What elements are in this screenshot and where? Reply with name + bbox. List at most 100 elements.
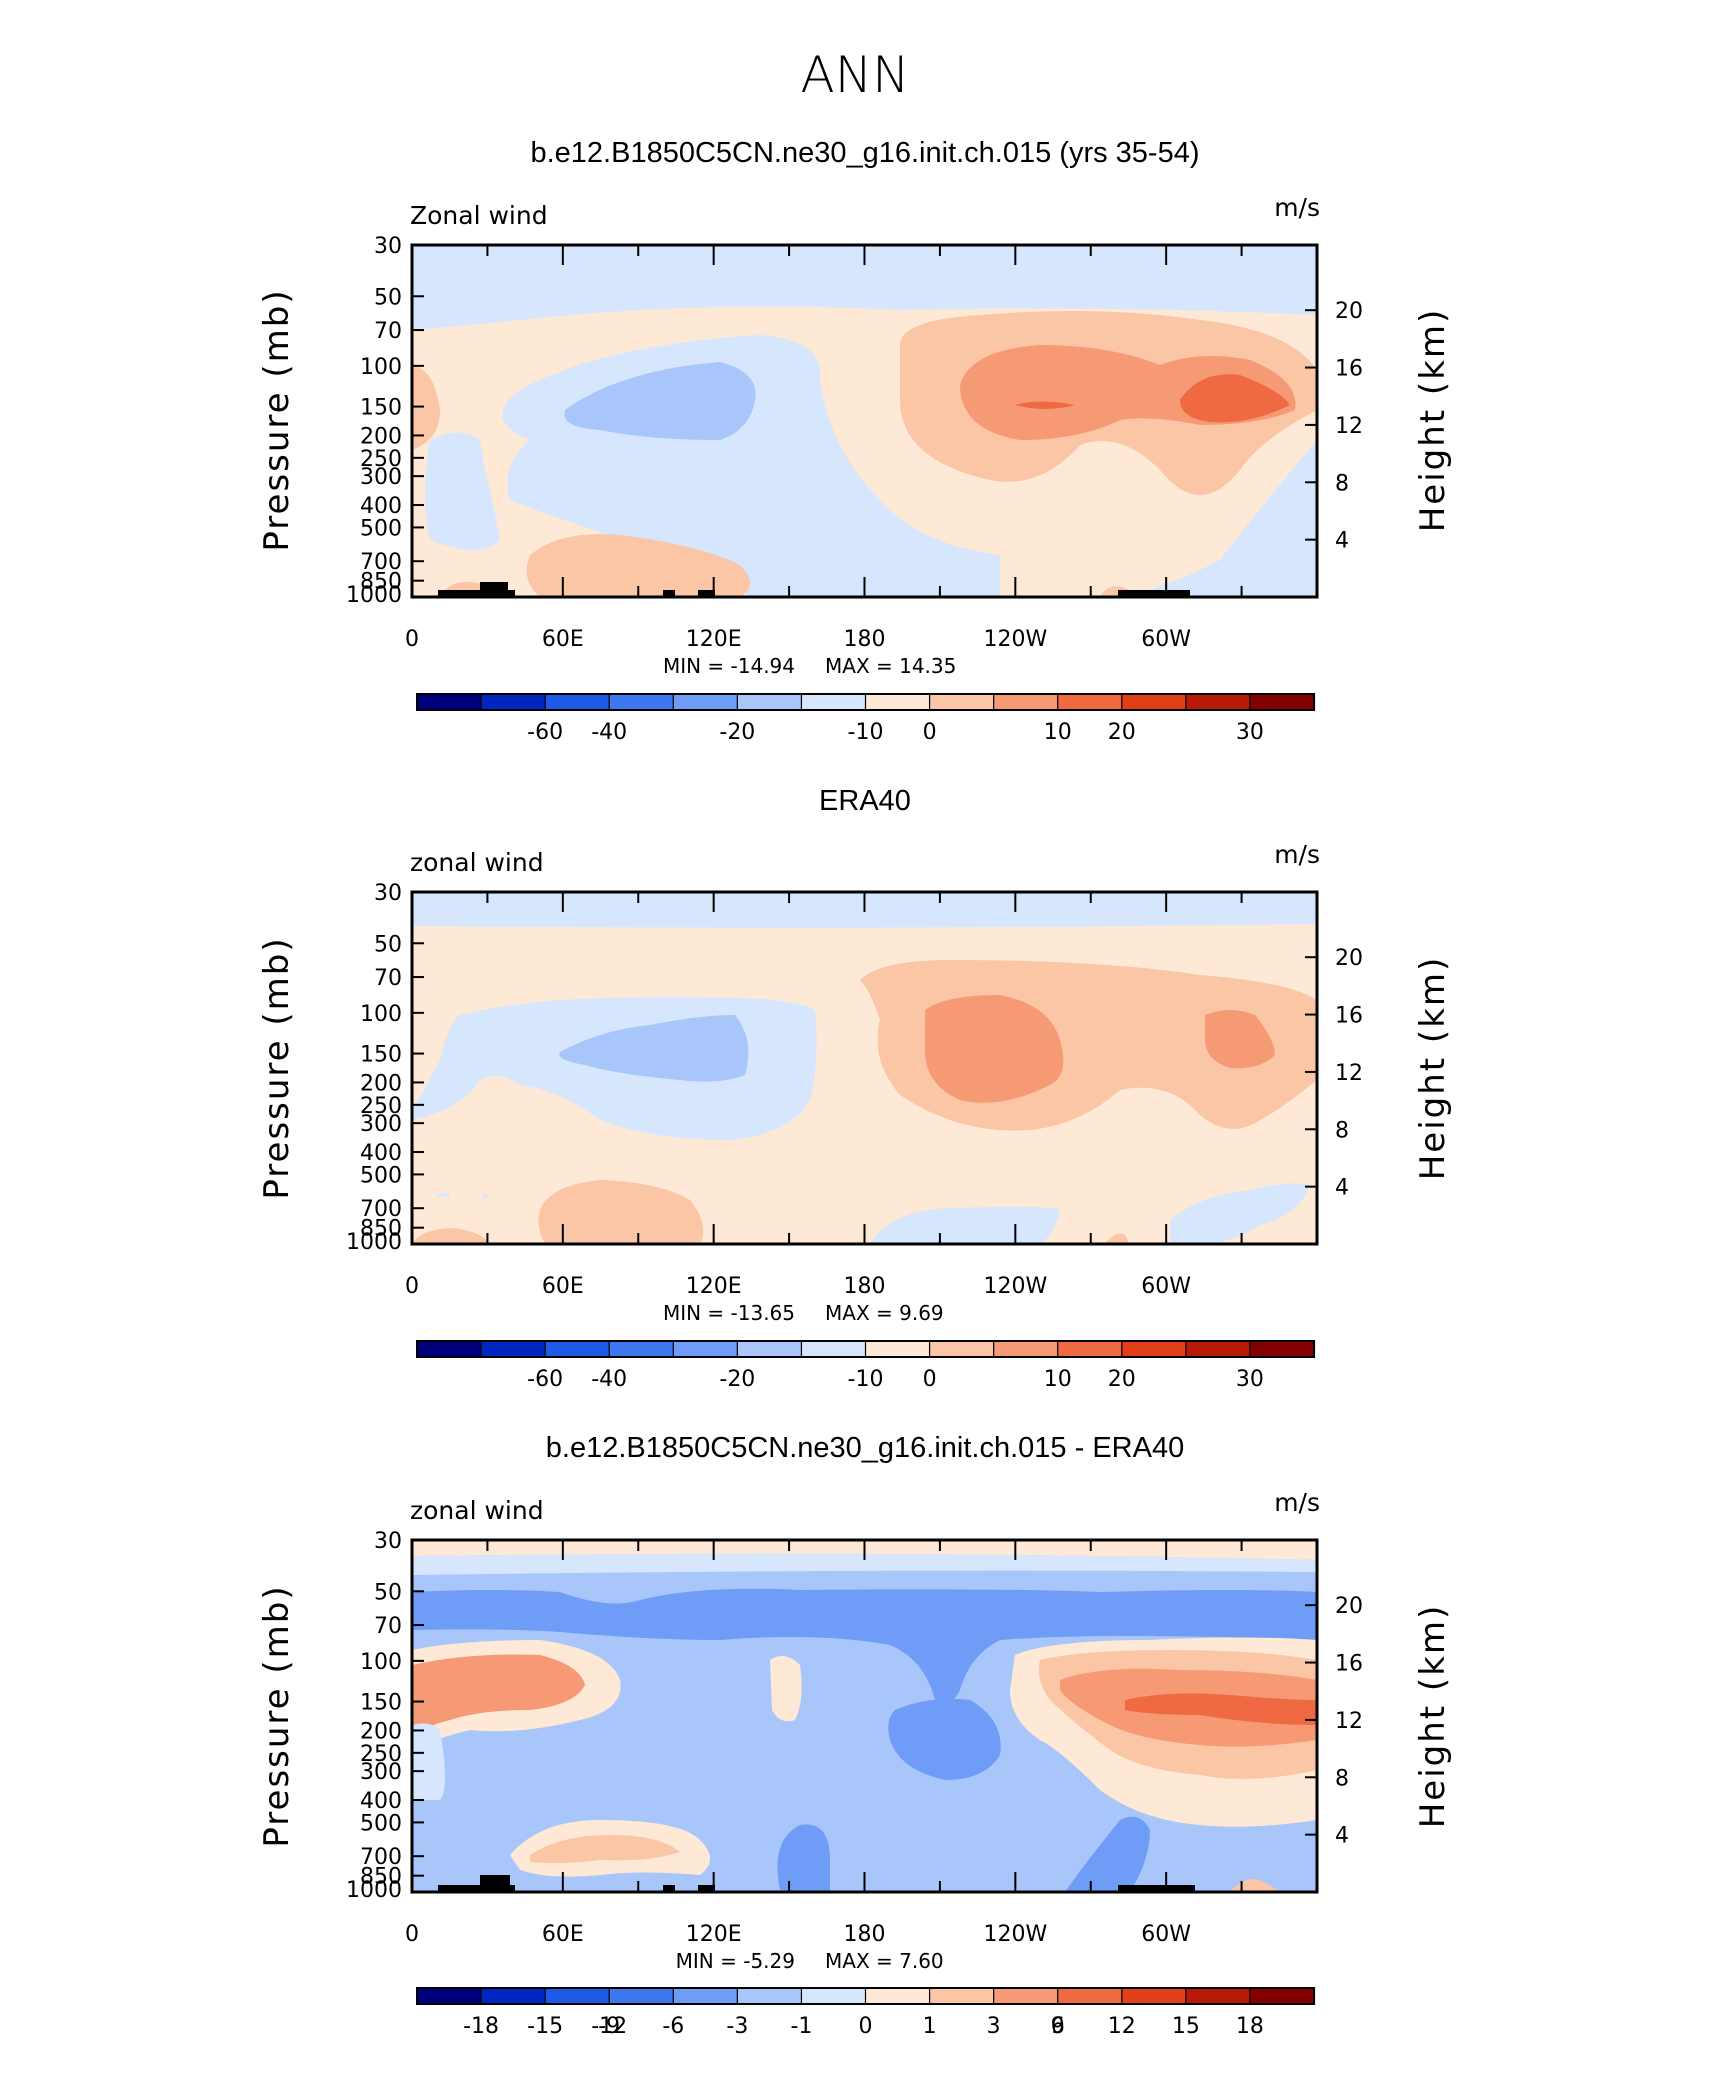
topography-andes [1118,1885,1195,1892]
colorbar-swatch [864,693,931,711]
colorbar-swatch [928,693,995,711]
contour-small-westerly [770,1656,802,1722]
colorbar-swatch [1121,1340,1187,1358]
units-label: m/s [1274,193,1320,222]
colorbar-swatch [608,1987,675,2005]
x-tick-label: 120E [686,627,742,652]
colorbar-swatch [480,693,547,711]
y-tick-label: 30 [374,881,402,906]
y-tick-label: 300 [360,1760,402,1785]
colorbar-swatch [1057,693,1123,711]
y-tick-label: 250 [360,447,402,472]
colorbar-label: 15 [1172,2014,1200,2039]
contour-lower-easterly [870,1206,1060,1244]
colorbar-label: 6 [1051,2014,1065,2039]
x-tick-label: 180 [844,1922,886,1947]
units-label: m/s [1274,840,1320,869]
colorbar-swatch [800,1340,867,1358]
colorbar-label: 12 [1108,2014,1136,2039]
colorbar-label: 9 [1051,2014,1065,2039]
y-tick-label: 1000 [346,1878,402,1903]
y-tick-label: 150 [360,1691,402,1716]
min-label: MIN = -13.65 [663,1301,795,1325]
colorbar-swatch [993,1987,1059,2005]
colorbar-swatch [736,1340,803,1358]
colorbar-label: 30 [1236,1367,1264,1392]
y-tick-label: 70 [374,319,402,344]
y-tick-label: 400 [360,1141,402,1166]
colorbar-swatch [864,1987,931,2005]
colorbar-label: 18 [1236,2014,1264,2039]
colorbar-swatch [1249,1340,1316,1358]
contour-surface-westerly [412,1228,490,1244]
y-tick-label: 700 [360,1845,402,1870]
x-tick-label: 60W [1141,627,1191,652]
colorbar-swatch [608,693,675,711]
topography-island [698,590,715,597]
y-right-tick-label: 12 [1335,414,1363,439]
x-tick-label: 120E [686,1922,742,1947]
x-tick-label: 180 [844,1274,886,1299]
contour-lower-westerly-core [530,1835,680,1864]
figure-title: ANN [800,46,909,104]
y-axis-label-right: Height (km) [1413,956,1453,1181]
y-axis-label: Pressure (mb) [257,288,297,551]
y-right-tick-label: 8 [1335,1766,1349,1791]
y-tick-label: 50 [374,285,402,310]
y-tick-label: 250 [360,1094,402,1119]
contour-stratospheric-easterly [412,1588,1317,1704]
colorbar-label: -40 [591,720,627,745]
contour-west-easterly [425,432,500,550]
colorbar-label: 0 [859,2014,873,2039]
y-right-tick-label: 8 [1335,471,1349,496]
y-tick-label: 500 [360,516,402,541]
variable-label: Zonal wind [410,201,548,230]
y-tick-label: 50 [374,1580,402,1605]
y-right-tick-label: 8 [1335,1118,1349,1143]
min-label: MIN = -14.94 [663,654,795,678]
y-tick-label: 150 [360,1043,402,1068]
y-tick-label: 100 [360,355,402,380]
colorbar-label: -9 [598,2014,620,2039]
y-right-tick-label: 4 [1335,1176,1349,1201]
contour-west-easterly [412,1723,445,1800]
colorbar-swatch [1249,693,1316,711]
contour-field [412,245,1317,597]
y-right-tick-label: 12 [1335,1709,1363,1734]
colorbar-label: 3 [987,2014,1001,2039]
panel-title: b.e12.B1850C5CN.ne30_g16.init.ch.015 (yr… [530,137,1199,169]
y-tick-label: 700 [360,550,402,575]
colorbar-swatch [1057,1340,1123,1358]
y-tick-label: 300 [360,465,402,490]
y-tick-label: 70 [374,1614,402,1639]
colorbar-label: 10 [1044,720,1072,745]
topography-island [663,1885,675,1892]
colorbar-label: 30 [1236,720,1264,745]
colorbar-label: -1 [790,2014,812,2039]
x-tick-label: 120E [686,1274,742,1299]
colorbar-swatch [1185,1340,1252,1358]
colorbar-swatch [672,693,739,711]
contour-lower-easterly-east [1065,1816,1150,1892]
colorbar-label: 0 [923,1367,937,1392]
colorbar-swatch [480,1340,547,1358]
contour-field [412,1540,1317,1892]
x-tick-label: 120W [983,1922,1047,1947]
colorbar-swatch [416,1340,483,1358]
colorbar-label: -15 [527,2014,563,2039]
colorbar: -18 -15 -12-9 -6 -3 -1 0 1 3 69 12 15 18 [416,1987,1316,2039]
max-label: MAX = 7.60 [825,1949,944,1973]
colorbar-frame [416,1340,1315,1358]
y-tick-label: 850 [360,1217,402,1242]
y-right-tick-label: 16 [1335,1004,1363,1029]
colorbar-label: -20 [719,720,755,745]
y-axis-label-right: Height (km) [1413,1604,1453,1829]
y-tick-label: 100 [360,1002,402,1027]
colorbar-swatch [993,1340,1059,1358]
colorbar-label: 10 [1044,1367,1072,1392]
colorbar-swatch [1249,1987,1316,2005]
y-tick-label: 50 [374,932,402,957]
colorbar-label: 20 [1108,1367,1136,1392]
y-tick-label: 400 [360,494,402,519]
